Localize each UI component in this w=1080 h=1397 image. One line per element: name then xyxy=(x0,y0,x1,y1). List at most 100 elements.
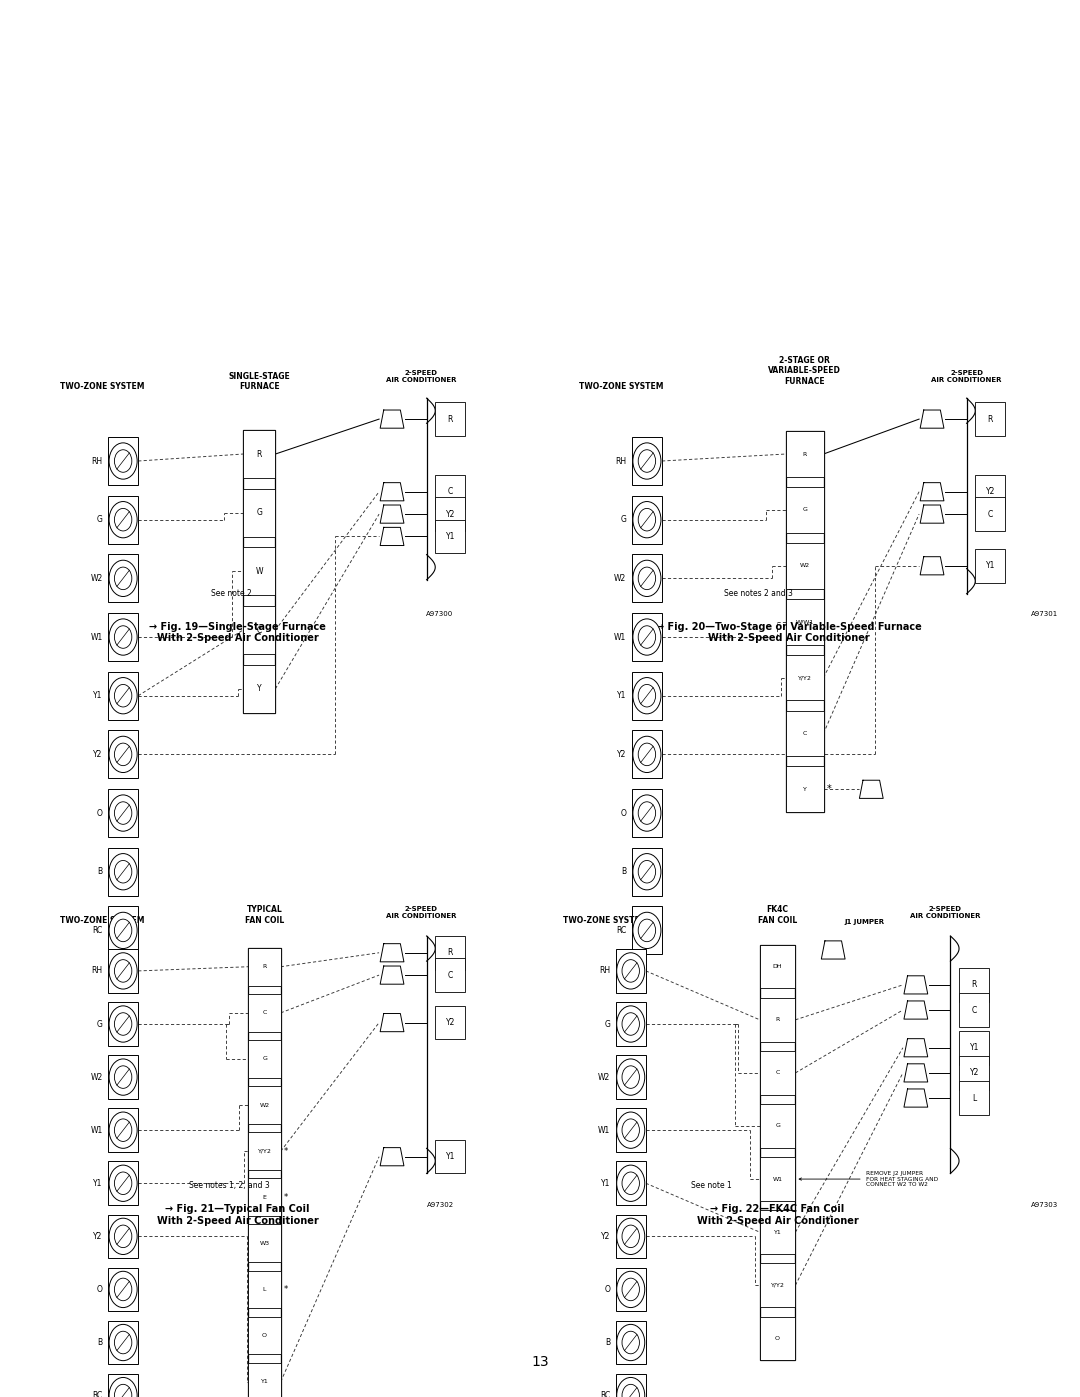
Text: *: * xyxy=(827,784,832,795)
Bar xyxy=(786,432,824,476)
Text: R: R xyxy=(972,981,976,989)
Polygon shape xyxy=(920,506,944,522)
Polygon shape xyxy=(380,1014,404,1031)
Text: B: B xyxy=(621,868,626,876)
Polygon shape xyxy=(860,780,883,799)
Bar xyxy=(616,1161,646,1206)
Polygon shape xyxy=(904,1065,928,1081)
Bar xyxy=(760,944,795,1361)
Text: G: G xyxy=(262,1056,267,1062)
Bar xyxy=(248,1132,281,1171)
Text: A97303: A97303 xyxy=(1031,1203,1058,1208)
Text: RH: RH xyxy=(92,967,103,975)
Bar xyxy=(108,437,138,485)
Bar xyxy=(786,488,824,532)
Bar xyxy=(108,555,138,602)
Text: R: R xyxy=(448,949,453,957)
Text: FK4C
FAN COIL: FK4C FAN COIL xyxy=(758,905,797,925)
Text: Y1: Y1 xyxy=(446,1153,455,1161)
Text: B: B xyxy=(97,868,103,876)
Circle shape xyxy=(109,1112,137,1148)
Bar xyxy=(632,437,662,485)
Polygon shape xyxy=(904,975,928,995)
Circle shape xyxy=(633,736,661,773)
Text: See note 2: See note 2 xyxy=(211,590,252,598)
Bar xyxy=(435,520,465,553)
Bar xyxy=(108,672,138,719)
Text: R: R xyxy=(448,415,453,423)
Bar xyxy=(108,1373,138,1397)
Text: 2-SPEED
AIR CONDITIONER: 2-SPEED AIR CONDITIONER xyxy=(386,370,457,383)
Bar xyxy=(108,1214,138,1259)
Polygon shape xyxy=(380,506,404,522)
Bar xyxy=(248,1085,281,1125)
Bar xyxy=(248,1270,281,1309)
Bar xyxy=(248,947,281,986)
Bar xyxy=(108,496,138,543)
Bar xyxy=(243,430,275,478)
Bar xyxy=(248,1362,281,1397)
Text: RC: RC xyxy=(93,926,103,935)
Text: W1: W1 xyxy=(772,1176,783,1182)
Bar xyxy=(760,1104,795,1148)
Text: G: G xyxy=(256,509,262,517)
Text: R: R xyxy=(802,451,807,457)
Text: Y1: Y1 xyxy=(446,532,455,541)
Polygon shape xyxy=(380,411,404,427)
Text: W2: W2 xyxy=(259,1102,270,1108)
Text: R: R xyxy=(262,964,267,970)
Text: SINGLE-STAGE
FURNACE: SINGLE-STAGE FURNACE xyxy=(228,372,291,391)
Text: W1: W1 xyxy=(91,1126,103,1134)
Text: R: R xyxy=(257,450,261,458)
Text: O: O xyxy=(605,1285,610,1294)
Bar xyxy=(248,1039,281,1078)
Bar xyxy=(243,430,275,712)
Bar xyxy=(435,1006,465,1039)
Text: *: * xyxy=(284,1147,288,1155)
Text: R: R xyxy=(988,415,993,423)
Text: Y1: Y1 xyxy=(773,1229,782,1235)
Polygon shape xyxy=(920,557,944,576)
Bar xyxy=(435,958,465,992)
Bar xyxy=(760,1051,795,1095)
Text: Y1: Y1 xyxy=(93,1179,103,1187)
Bar xyxy=(959,993,989,1027)
Bar xyxy=(616,1320,646,1365)
Bar xyxy=(975,497,1005,531)
Text: O: O xyxy=(262,1333,267,1338)
Circle shape xyxy=(617,1165,645,1201)
Circle shape xyxy=(109,1377,137,1397)
Text: Y: Y xyxy=(802,787,807,792)
Text: A97301: A97301 xyxy=(1031,612,1058,617)
Text: REMOVE J2 JUMPER
FOR HEAT STAGING AND
CONNECT W2 TO W2: REMOVE J2 JUMPER FOR HEAT STAGING AND CO… xyxy=(799,1171,937,1187)
Text: O: O xyxy=(775,1336,780,1341)
Bar xyxy=(616,949,646,993)
Polygon shape xyxy=(821,942,846,958)
Circle shape xyxy=(617,1324,645,1361)
Text: 2-SPEED
AIR CONDITIONER: 2-SPEED AIR CONDITIONER xyxy=(386,907,457,919)
Bar xyxy=(632,496,662,543)
Bar xyxy=(786,543,824,588)
Text: Y2: Y2 xyxy=(93,750,103,759)
Text: C: C xyxy=(775,1070,780,1076)
Text: Y2: Y2 xyxy=(446,1018,455,1027)
Bar xyxy=(248,947,281,1397)
Text: W1: W1 xyxy=(615,633,626,641)
Bar xyxy=(760,997,795,1042)
Text: G: G xyxy=(605,1020,610,1028)
Text: W: W xyxy=(256,567,262,576)
Circle shape xyxy=(617,1112,645,1148)
Polygon shape xyxy=(380,944,404,961)
Text: → Fig. 22—FK4C Fan Coil
With 2-Speed Air Conditioner: → Fig. 22—FK4C Fan Coil With 2-Speed Air… xyxy=(697,1204,859,1225)
Bar xyxy=(108,731,138,778)
Bar xyxy=(959,1056,989,1090)
Text: RH: RH xyxy=(92,457,103,465)
Circle shape xyxy=(617,1271,645,1308)
Text: G: G xyxy=(97,515,103,524)
Circle shape xyxy=(617,953,645,989)
Text: 2-STAGE OR
VARIABLE-SPEED
FURNACE: 2-STAGE OR VARIABLE-SPEED FURNACE xyxy=(768,356,841,386)
Text: RH: RH xyxy=(599,967,610,975)
Bar xyxy=(959,1031,989,1065)
Circle shape xyxy=(109,1271,137,1308)
Text: Y1: Y1 xyxy=(600,1179,610,1187)
